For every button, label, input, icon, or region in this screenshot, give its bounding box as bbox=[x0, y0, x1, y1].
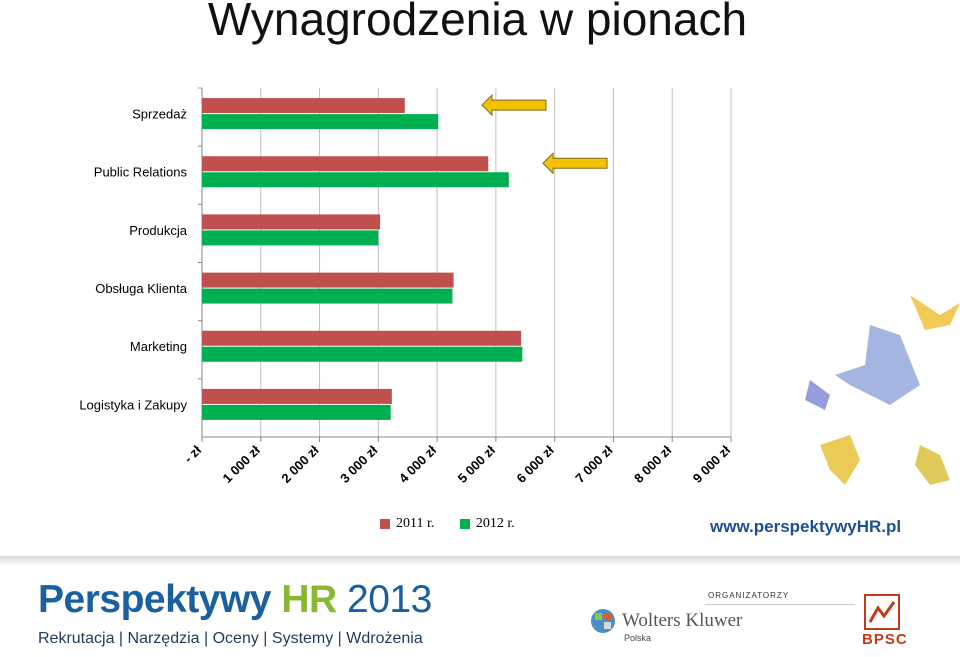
x-tick-label: 8 000 zł bbox=[631, 442, 675, 486]
bar-2011 bbox=[202, 272, 454, 288]
bpsc-logo-icon bbox=[864, 594, 900, 630]
bar-2011 bbox=[202, 388, 392, 404]
bar-chart: - zł 1 000 zł 2 000 zł 3 000 zł 4 000 zł 5 00… bbox=[79, 87, 734, 486]
event-tagline: Rekrutacja | Narzędzia | Oceny | Systemy… bbox=[38, 630, 423, 647]
x-tick-label: 3 000 zł bbox=[337, 442, 381, 486]
bar-2012 bbox=[202, 114, 439, 130]
category-label: Sprzedaż bbox=[132, 107, 187, 122]
legend-label-2012: 2012 r. bbox=[475, 516, 515, 531]
bar-2012 bbox=[202, 346, 523, 362]
bar-2012 bbox=[202, 230, 379, 246]
x-tick-label: 1 000 zł bbox=[220, 442, 264, 486]
bar-2012 bbox=[202, 288, 453, 304]
footer-divider bbox=[0, 556, 960, 566]
chart-title: Wynagrodzenia w pionach bbox=[207, 0, 748, 45]
brand-part2: HR bbox=[281, 578, 337, 621]
chart-legend: 2011 r. 2012 r. bbox=[380, 516, 537, 534]
legend-item-2012: 2012 r. bbox=[459, 516, 515, 532]
legend-swatch-2012 bbox=[459, 519, 470, 529]
x-tick-label: 4 000 zł bbox=[396, 442, 440, 486]
organizers-label: ORGANIZATORZY bbox=[708, 591, 790, 600]
org1-name: Wolters Kluwer bbox=[622, 610, 743, 631]
category-label: Produkcja bbox=[129, 223, 188, 238]
x-tick-label: - zł bbox=[181, 442, 205, 466]
bar-2011 bbox=[202, 330, 522, 346]
x-tick-label: 6 000 zł bbox=[513, 442, 557, 486]
brand-part3: 2013 bbox=[347, 578, 432, 621]
event-brand-logo: Perspektywy HR 2013 bbox=[38, 578, 432, 622]
org1-sub: Polska bbox=[624, 633, 652, 643]
legend-swatch-2011 bbox=[380, 519, 390, 529]
bar-2011 bbox=[202, 214, 381, 230]
wolters-kluwer-logo-icon bbox=[591, 609, 615, 633]
annotation-arrow-icon bbox=[481, 93, 547, 117]
x-tick-label: 2 000 zł bbox=[278, 442, 322, 486]
bar-2011 bbox=[202, 98, 405, 114]
org2-name: BPSC bbox=[862, 631, 908, 648]
bar-2012 bbox=[202, 404, 391, 420]
category-label: Logistyka i Zakupy bbox=[79, 397, 187, 412]
category-label: Marketing bbox=[130, 339, 187, 354]
brand-part1: Perspektywy bbox=[38, 578, 271, 621]
x-tick-label: 5 000 zł bbox=[455, 442, 499, 486]
legend-item-2011: 2011 r. bbox=[380, 516, 434, 532]
x-tick-label: 7 000 zł bbox=[572, 442, 616, 486]
annotation-arrow-icon bbox=[542, 152, 608, 175]
organizers-divider bbox=[705, 604, 855, 605]
x-tick-label: 9 000 zł bbox=[690, 442, 734, 486]
category-label: Public Relations bbox=[94, 165, 188, 180]
decorative-birds-image bbox=[805, 295, 960, 485]
bar-2011 bbox=[202, 156, 489, 172]
website-url[interactable]: www.perspektywyHR.pl bbox=[710, 517, 902, 536]
legend-label-2011: 2011 r. bbox=[396, 516, 435, 531]
bar-2012 bbox=[202, 172, 509, 188]
category-label: Obsługa Klienta bbox=[95, 281, 188, 296]
